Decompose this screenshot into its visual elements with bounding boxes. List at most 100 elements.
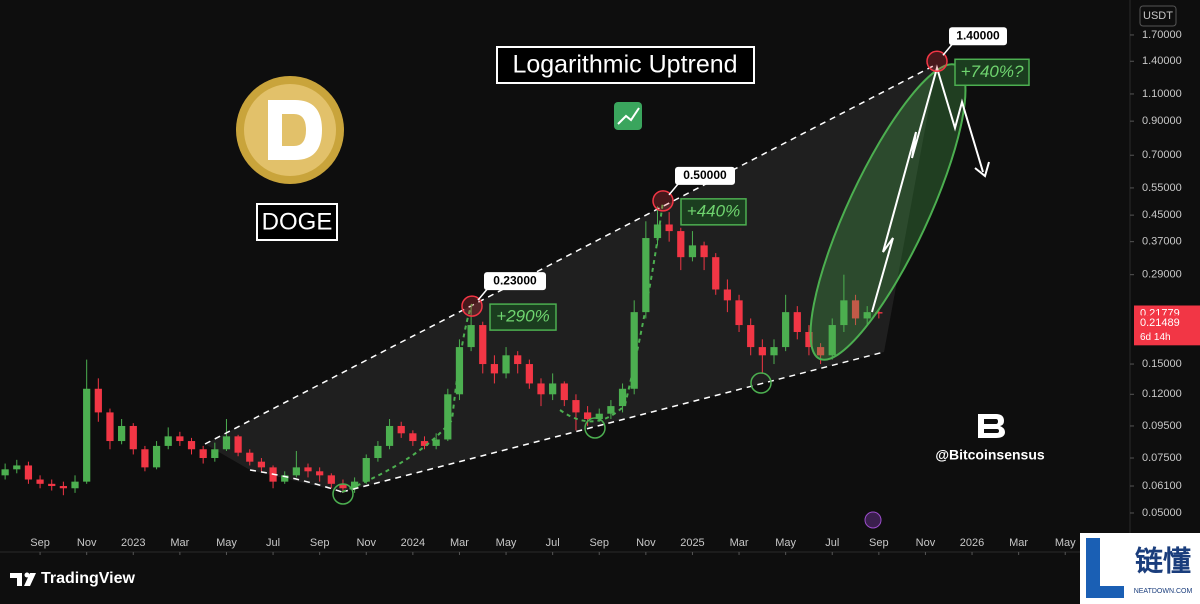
candle-body <box>106 412 114 442</box>
asset-label: DOGE <box>262 208 333 235</box>
peak-marker <box>652 190 674 212</box>
candle-body <box>490 364 499 374</box>
asset-box <box>256 203 338 241</box>
x-tick-label: Nov <box>916 537 936 549</box>
y-tick-label: 0.45000 <box>1142 209 1182 221</box>
coin-inner <box>244 84 336 176</box>
candle-body <box>712 257 720 290</box>
candle-body <box>723 289 732 301</box>
upper-trendline <box>204 63 938 445</box>
bottom-marker <box>332 483 354 505</box>
candle-body <box>607 406 615 414</box>
candle-body <box>24 465 33 480</box>
candle-body <box>479 325 487 365</box>
candle-body <box>758 347 766 356</box>
watermark: 链懂 <box>1135 545 1191 576</box>
candle-body <box>688 245 697 258</box>
gain-box <box>954 58 1030 87</box>
y-tick-label: 0.07500 <box>1142 452 1182 464</box>
candle-body <box>770 347 778 356</box>
platform-logo-dot <box>24 572 30 578</box>
peak-marker <box>461 295 483 317</box>
watermark-logo <box>1086 538 1124 598</box>
candle-body <box>48 483 56 487</box>
countdown: 6d 14h <box>1140 332 1171 343</box>
candle-body <box>700 245 708 258</box>
candle-body <box>735 300 743 326</box>
candle-body <box>816 347 825 356</box>
gain-label: +740%? <box>961 62 1024 81</box>
title-box <box>496 46 755 84</box>
candle-body <box>339 483 347 489</box>
chart-icon-line <box>617 107 640 125</box>
candle-body <box>129 425 137 450</box>
candle-body <box>572 400 580 413</box>
y-tick-label: 0.15000 <box>1142 358 1182 370</box>
author-logo <box>978 414 1005 438</box>
candle-body <box>782 312 790 348</box>
candle-body <box>59 486 67 489</box>
x-tick-label: Jul <box>546 537 560 549</box>
candle-body <box>851 300 860 319</box>
candle-body <box>583 412 592 420</box>
bottom-marker <box>584 417 606 439</box>
y-tick-label: 1.10000 <box>1142 88 1182 100</box>
candle-body <box>549 383 557 395</box>
y-tick-label: 0.70000 <box>1142 149 1182 161</box>
coin-d <box>268 100 322 160</box>
price-label-box <box>949 27 1007 46</box>
peak-marker <box>926 50 948 73</box>
annotations: 0.23000 +290% 0.50000 +440% 1.40000 +740%? <box>461 27 1030 331</box>
lower-trendline <box>249 469 343 493</box>
candles <box>1 206 883 496</box>
candle-body <box>502 355 510 374</box>
candle-body <box>118 425 126 442</box>
y-tick-label: 0.12000 <box>1142 388 1182 400</box>
price-label: 1.40000 <box>956 28 1000 42</box>
price-label: 0.23000 <box>493 273 537 287</box>
y-tick-label: 0.29000 <box>1142 269 1182 281</box>
currency: USDT <box>1143 10 1173 22</box>
price-label-box <box>484 272 546 291</box>
candle-body <box>36 479 44 484</box>
candle-body <box>409 433 417 442</box>
y-tick-label: 0.06100 <box>1142 480 1182 492</box>
x-tick-label: 2024 <box>401 537 425 549</box>
candle-body <box>642 238 650 313</box>
candle-body <box>362 458 370 482</box>
candle-body <box>863 312 871 319</box>
candle-body <box>199 449 207 459</box>
candle-body <box>653 224 662 239</box>
bottom-marker <box>750 372 772 394</box>
x-tick-label: Nov <box>636 537 656 549</box>
projection-arrow <box>871 64 984 313</box>
candle-body <box>630 312 638 389</box>
candle-body <box>432 439 440 446</box>
candle-body <box>840 300 848 326</box>
price-tag-label: 0.21489 <box>1140 317 1180 329</box>
candle-body <box>397 425 405 434</box>
candle-body <box>828 325 836 356</box>
y-tick-label: 1.70000 <box>1142 29 1182 41</box>
platform-logo <box>10 573 36 586</box>
x-tick-label: Mar <box>170 537 189 549</box>
candle-body <box>83 388 91 482</box>
candle-body <box>94 388 102 413</box>
candle-body <box>234 436 242 453</box>
chart-title: Logarithmic Uptrend <box>512 51 737 79</box>
candle-body <box>327 475 335 484</box>
peak-pointer <box>477 287 489 301</box>
peak-pointer <box>942 42 954 56</box>
candle-body <box>444 394 452 440</box>
candle-body <box>152 445 161 468</box>
x-tick-label: Sep <box>310 537 330 549</box>
candle-body <box>222 436 231 450</box>
candle-body <box>211 449 219 459</box>
x-tick-label: May <box>775 537 796 549</box>
event-icon <box>864 511 882 529</box>
candle-body <box>281 475 289 482</box>
y-tick-label: 0.55000 <box>1142 182 1182 194</box>
candle-body <box>455 347 464 395</box>
candle-body <box>537 383 545 395</box>
x-tick-label: May <box>1055 537 1076 549</box>
